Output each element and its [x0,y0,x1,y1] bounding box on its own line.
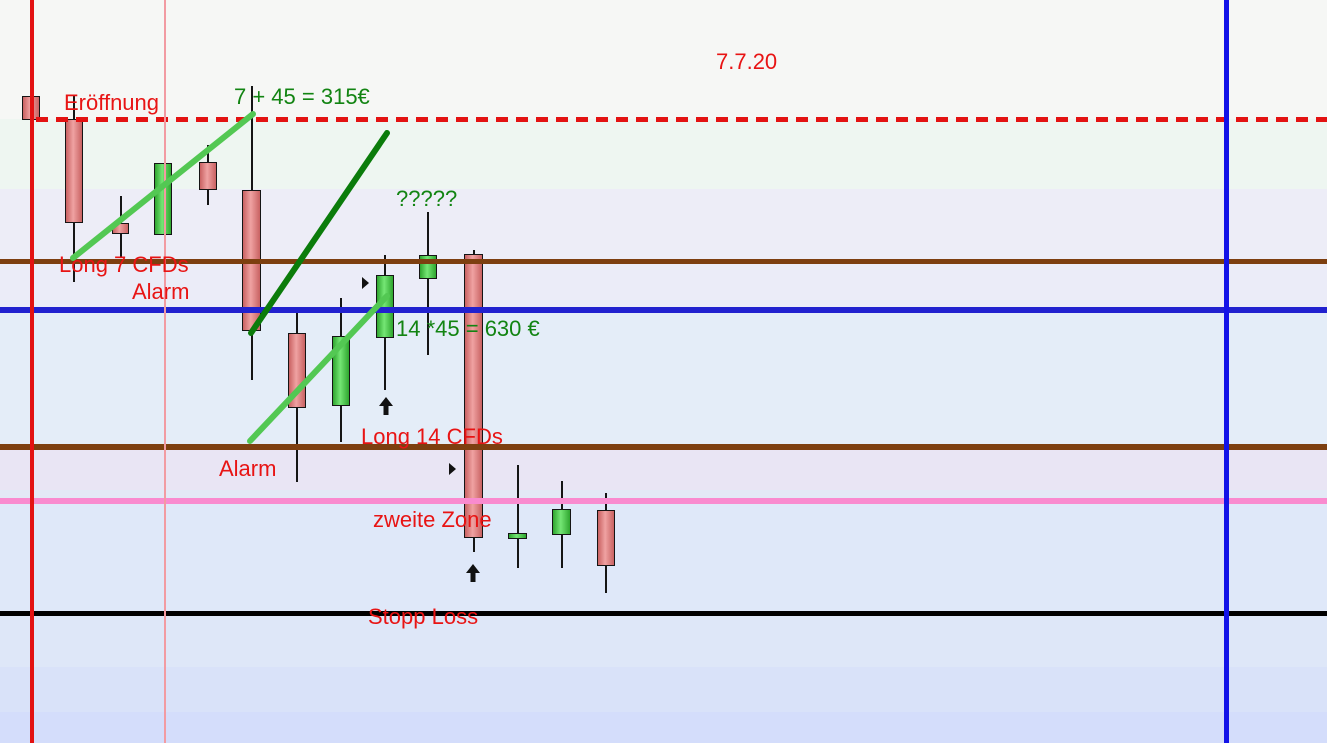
background-band [0,490,1327,501]
background-band [0,261,1327,310]
candle-up [552,509,571,535]
candle-down [597,510,615,566]
background-band [0,501,1327,613]
label-questions: ????? [396,186,458,211]
label-stopp-loss: Stopp Loss [368,604,479,629]
label-calc-315: 7 + 45 = 315€ [234,84,370,109]
opening-dashed-red-line [36,117,1327,122]
label-alarm-2: Alarm [219,456,277,481]
stopp-loss-black-line [0,611,1327,616]
label-eroeffnung: Eröffnung [64,90,160,115]
candle-wick [516,465,519,568]
blue-level-line [0,307,1327,313]
background-band [0,310,1327,447]
label-long-14-cfds: Long 14 CFDs [361,424,503,449]
label-date: 7.7.20 [716,49,778,74]
label-alarm-1: Alarm [132,279,190,304]
label-zweite-zone: zweite Zone [373,507,492,532]
background-band [0,447,1327,490]
zone2-brown-line [0,444,1327,450]
right-blue-vline [1224,0,1229,743]
crosshair-pale-vline [164,0,166,743]
background-band [0,613,1327,667]
zone1-brown-line [0,259,1327,264]
left-red-vline [30,0,34,743]
candle-wick [427,212,429,355]
background-band [0,667,1327,712]
label-long-7-cfds: Long 7 CFDs [59,252,189,277]
candle-up [508,533,527,539]
label-calc-630: 14 *45 = 630 € [396,316,540,341]
pink-level-line [0,498,1327,504]
background-band [0,0,1327,119]
background-band [0,712,1327,743]
candle-down [464,254,483,538]
